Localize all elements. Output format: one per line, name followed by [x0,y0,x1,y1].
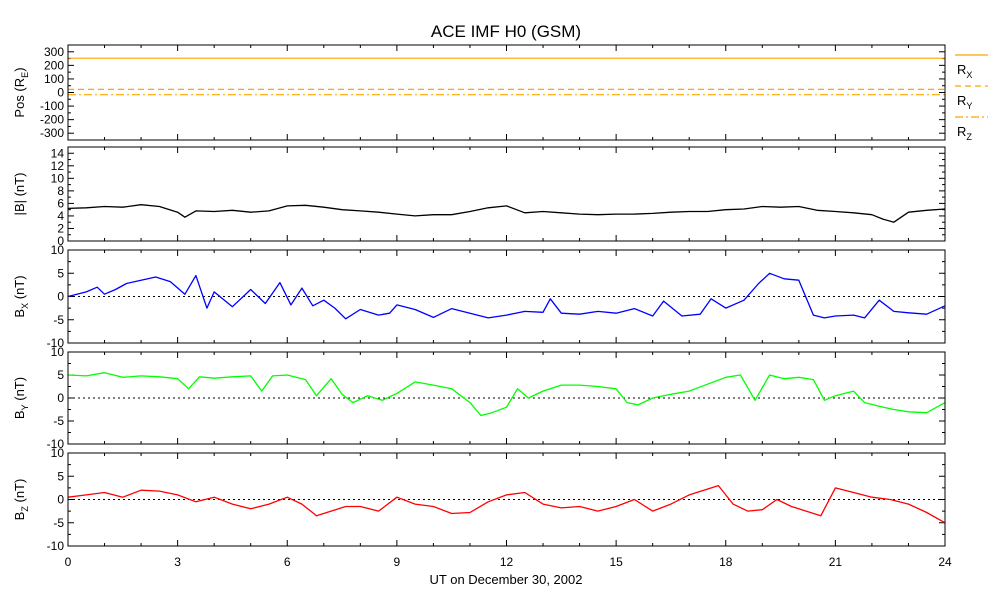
y-tick-label: 2 [57,221,64,235]
y-tick-label: 10 [51,171,65,185]
y-tick-label: 5 [57,368,64,382]
legend-label: RZ [957,124,972,142]
y-axis-label: BY (nT) [12,377,30,419]
y-tick-label: 10 [51,446,65,460]
panel-frame [67,452,946,547]
y-tick-label: -5 [53,516,64,530]
y-axis-label: BZ (nT) [12,479,30,521]
y-tick-label: 0 [57,493,64,507]
y-tick-label: 5 [57,469,64,483]
y-axis-label: |B| (nT) [12,173,27,216]
y-axis-label: BX (nT) [12,275,30,317]
series-line-by [67,372,946,417]
y-tick-label: -10 [47,437,65,451]
y-tick-label: 4 [57,209,64,223]
series-line-bx [67,272,946,320]
series-line-b [67,204,946,223]
y-tick-label: -200 [40,113,64,127]
y-tick-label: -100 [40,99,64,113]
y-tick-label: 0 [57,86,64,100]
y-tick-label: 10 [51,243,65,257]
panel-frame [67,146,946,242]
y-tick-label: 200 [44,58,64,72]
x-tick-label: 24 [938,555,952,569]
y-tick-label: 12 [51,159,65,173]
y-tick-label: 10 [51,345,65,359]
x-axis-label: UT on December 30, 2002 [430,572,583,587]
x-tick-label: 18 [719,555,733,569]
y-tick-label: 300 [44,45,64,59]
y-tick-label: -10 [47,539,65,553]
y-tick-label: 6 [57,196,64,210]
y-tick-label: 5 [57,266,64,280]
series-line-bz [67,484,946,524]
panel-frame [67,44,946,141]
x-tick-label: 12 [500,555,514,569]
y-tick-label: 8 [57,184,64,198]
panel-frame [67,249,946,344]
x-tick-label: 6 [284,555,291,569]
y-tick-label: 100 [44,72,64,86]
y-tick-label: 0 [57,234,64,248]
x-tick-label: 3 [174,555,181,569]
legend-label: RY [957,93,972,111]
y-axis-label: Pos (RE) [12,67,30,117]
x-tick-label: 9 [394,555,401,569]
x-tick-label: 0 [65,555,72,569]
legend-label: RX [957,62,972,80]
y-tick-label: -10 [47,336,65,350]
y-tick-label: 0 [57,391,64,405]
chart-title: ACE IMF H0 (GSM) [431,22,581,41]
y-tick-label: 0 [57,290,64,304]
panel-frame [67,351,946,445]
x-tick-label: 15 [609,555,623,569]
x-tick-label: 21 [829,555,843,569]
y-tick-label: 14 [51,146,65,160]
y-tick-label: -5 [53,414,64,428]
y-tick-label: -5 [53,313,64,327]
y-tick-label: -300 [40,126,64,140]
